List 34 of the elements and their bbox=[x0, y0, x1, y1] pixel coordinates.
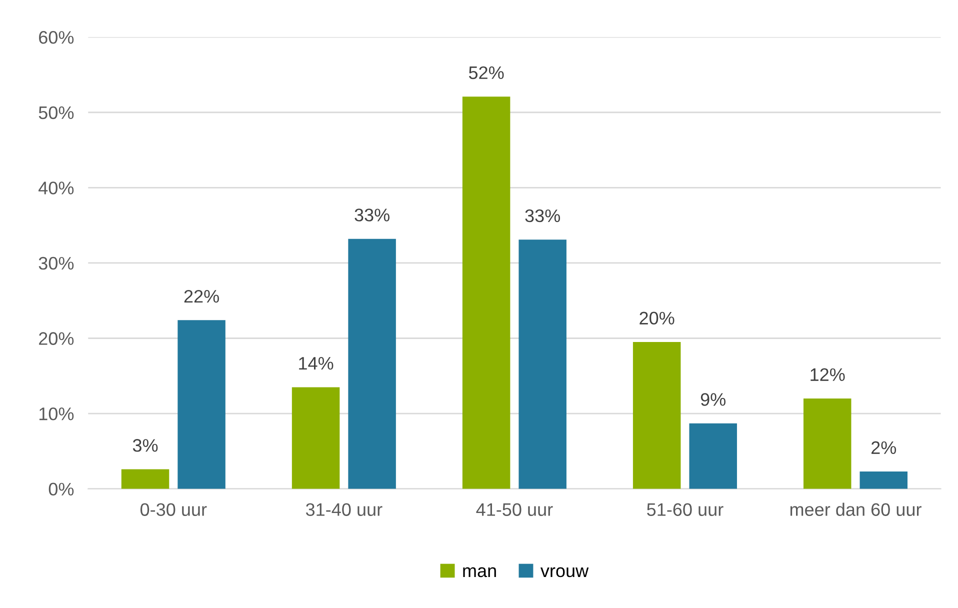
data-label: 33% bbox=[525, 209, 560, 222]
bar bbox=[178, 320, 226, 489]
x-tick-label: 31-40 uur bbox=[306, 503, 382, 516]
data-label: 3% bbox=[132, 439, 158, 452]
bar bbox=[632, 342, 681, 489]
data-label: 22% bbox=[184, 290, 219, 303]
bar bbox=[292, 387, 340, 489]
y-tick-label: 50% bbox=[38, 106, 74, 120]
legend-label: man bbox=[463, 567, 496, 578]
data-label: 12% bbox=[810, 368, 845, 381]
data-label: 33% bbox=[354, 208, 390, 222]
y-tick-label: 60% bbox=[39, 31, 74, 44]
y-tick-label: 10% bbox=[39, 407, 74, 420]
data-label: 52% bbox=[468, 66, 504, 80]
legend-label: vrouw bbox=[540, 567, 589, 578]
bar bbox=[689, 423, 737, 489]
bar bbox=[348, 238, 396, 489]
bar bbox=[860, 472, 908, 489]
data-label: 2% bbox=[871, 441, 896, 454]
bar bbox=[803, 398, 852, 489]
data-label: 9% bbox=[700, 393, 726, 406]
data-label: 14% bbox=[299, 357, 334, 370]
x-tick-label: meer dan 60 uur bbox=[790, 502, 922, 516]
y-tick-label: 40% bbox=[38, 182, 74, 194]
y-tick-label: 30% bbox=[38, 256, 74, 270]
x-tick-label: 0-30 uur bbox=[140, 503, 207, 516]
bar bbox=[462, 96, 510, 489]
y-tick-label: 20% bbox=[39, 332, 74, 345]
data-label: 20% bbox=[640, 312, 674, 325]
x-tick-label: 51-60 uur bbox=[647, 503, 724, 516]
bar bbox=[121, 469, 170, 489]
x-tick-label: 41-50 uur bbox=[476, 503, 553, 516]
bar bbox=[518, 240, 566, 489]
y-tick-label: 0% bbox=[48, 482, 74, 496]
